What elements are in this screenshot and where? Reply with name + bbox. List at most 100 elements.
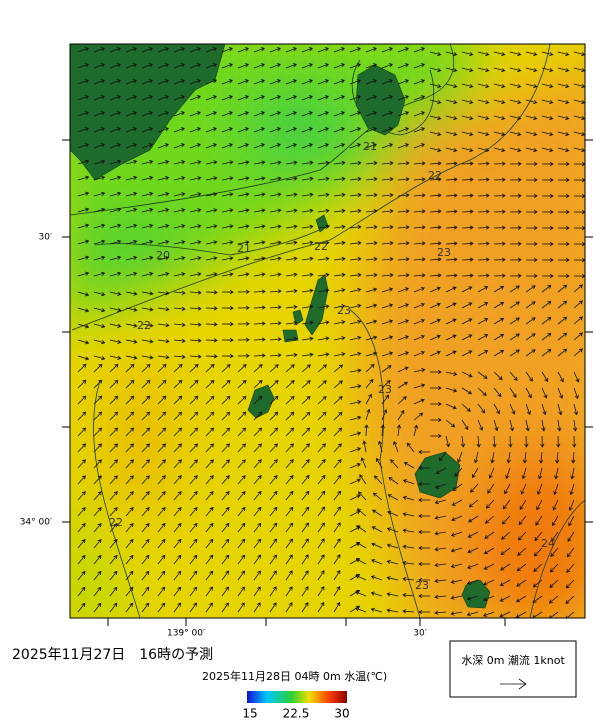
current-arrow: [413, 383, 426, 389]
current-arrow: [430, 417, 442, 423]
current-arrow: [285, 380, 295, 389]
current-arrow: [253, 554, 261, 565]
current-arrow: [317, 380, 327, 389]
current-arrow: [301, 127, 314, 133]
current-arrow: [317, 395, 327, 405]
current-arrow: [461, 51, 474, 57]
current-arrow: [317, 176, 330, 181]
current-arrow: [221, 395, 231, 405]
current-arrow: [461, 225, 474, 230]
current-arrow: [509, 51, 522, 57]
current-arrow: [493, 241, 506, 246]
current-arrow: [333, 554, 341, 565]
current-arrow: [541, 177, 554, 183]
current-arrow: [221, 586, 229, 597]
current-arrow: [381, 257, 394, 262]
current-arrow: [493, 99, 506, 105]
current-arrow: [356, 525, 367, 533]
current-arrow: [386, 543, 399, 549]
current-arrow: [205, 602, 213, 613]
current-arrow: [189, 256, 202, 261]
current-arrow: [568, 499, 575, 511]
current-arrow: [301, 364, 311, 373]
lon-label: 139° 00′: [167, 629, 205, 639]
current-arrow: [141, 79, 154, 85]
current-arrow: [77, 427, 87, 437]
current-arrow: [237, 240, 250, 245]
current-arrow: [445, 257, 458, 262]
current-arrow: [221, 411, 231, 421]
current-arrow: [397, 319, 410, 325]
current-arrow: [317, 192, 330, 197]
current-arrow: [221, 459, 230, 469]
current-arrow: [93, 523, 102, 533]
current-arrow: [253, 224, 266, 229]
current-arrow: [509, 387, 517, 398]
current-arrow: [534, 531, 543, 542]
current-arrow: [473, 451, 479, 464]
current-arrow: [381, 241, 394, 246]
current-arrow: [269, 289, 282, 294]
current-arrow: [573, 348, 584, 357]
current-arrow: [525, 99, 538, 105]
current-arrow: [173, 95, 186, 101]
current-arrow: [413, 127, 426, 133]
current-arrow: [141, 507, 150, 517]
current-arrow: [237, 570, 245, 581]
current-arrow: [317, 240, 330, 245]
current-arrow: [349, 431, 362, 437]
current-arrow: [269, 192, 282, 197]
current-arrow: [430, 401, 442, 407]
current-arrow: [237, 127, 250, 133]
current-arrow: [349, 79, 362, 85]
colorbar-tick-label: 22.5: [283, 707, 310, 721]
current-arrow: [269, 602, 277, 613]
current-arrow: [141, 207, 154, 213]
current-arrow: [157, 175, 170, 181]
current-arrow: [396, 424, 402, 437]
current-arrow: [125, 363, 135, 373]
current-arrow: [125, 191, 138, 197]
current-arrow: [381, 365, 392, 373]
current-arrow: [370, 575, 383, 581]
current-arrow: [285, 176, 298, 181]
current-arrow: [301, 208, 314, 213]
current-arrow: [141, 111, 154, 117]
current-arrow: [269, 411, 279, 421]
current-arrow: [317, 352, 330, 357]
current-arrow: [445, 318, 457, 325]
current-arrow: [557, 83, 570, 89]
current-arrow: [381, 319, 394, 325]
current-arrow: [141, 355, 154, 360]
current-arrow: [221, 127, 234, 133]
current-arrow: [541, 131, 554, 137]
contour-label: 22: [428, 169, 442, 182]
current-arrow: [493, 51, 506, 57]
current-arrow: [77, 95, 90, 101]
current-arrow: [541, 387, 548, 399]
current-arrow: [205, 411, 215, 421]
current-arrow: [557, 177, 570, 183]
current-arrow: [205, 354, 218, 359]
current-arrow: [476, 435, 481, 448]
current-arrow: [301, 538, 309, 549]
current-arrow: [365, 47, 378, 53]
current-arrow: [381, 47, 394, 53]
current-arrow: [157, 79, 170, 85]
current-arrow: [381, 161, 394, 166]
current-arrow: [205, 192, 218, 197]
current-arrow: [269, 47, 282, 53]
current-arrow: [397, 95, 410, 101]
current-arrow: [460, 435, 466, 448]
current-arrow: [285, 256, 298, 261]
current-arrow: [429, 273, 442, 278]
current-arrow: [317, 570, 325, 581]
current-arrow: [461, 147, 474, 153]
current-arrow: [434, 562, 447, 568]
current-arrow: [301, 176, 314, 181]
current-arrow: [269, 475, 278, 485]
current-arrow: [77, 79, 90, 85]
current-arrow: [301, 224, 314, 229]
current-arrow: [370, 591, 383, 597]
legend-box: [449, 640, 577, 698]
